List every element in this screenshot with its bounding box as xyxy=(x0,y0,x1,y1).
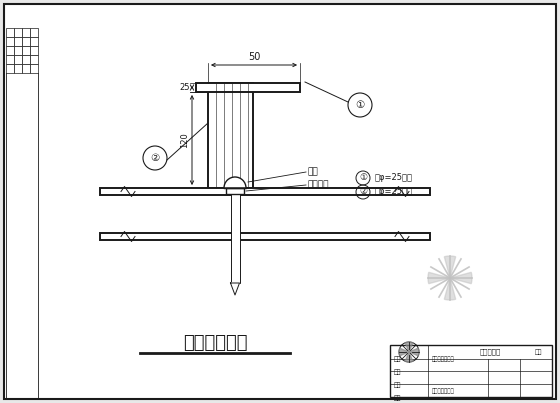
Text: 工程: 工程 xyxy=(394,356,402,362)
Bar xyxy=(100,233,430,240)
Bar xyxy=(231,188,240,283)
Text: 幕墙避雷节点图: 幕墙避雷节点图 xyxy=(432,356,455,362)
Bar xyxy=(14,46,22,55)
Bar xyxy=(14,55,22,64)
Wedge shape xyxy=(224,177,246,188)
Bar xyxy=(226,188,244,194)
Text: 25: 25 xyxy=(180,83,190,92)
Text: 铜丝: 铜丝 xyxy=(308,168,319,177)
Polygon shape xyxy=(409,348,419,356)
Text: 某幕墙工厂: 某幕墙工厂 xyxy=(479,349,501,355)
Bar xyxy=(6,46,14,55)
Text: 比例: 比例 xyxy=(394,395,402,401)
Text: 设计: 设计 xyxy=(394,369,402,375)
Bar xyxy=(390,345,552,397)
Text: 避雷针节点详图: 避雷针节点详图 xyxy=(432,388,455,394)
Text: ①: ① xyxy=(356,100,365,110)
Bar xyxy=(22,46,30,55)
Bar xyxy=(22,28,30,37)
Text: 图纸: 图纸 xyxy=(534,349,542,355)
Text: ①: ① xyxy=(359,174,367,183)
Bar xyxy=(100,188,430,195)
Bar xyxy=(30,28,38,37)
Bar xyxy=(6,64,14,73)
Bar xyxy=(208,83,253,188)
Bar xyxy=(30,46,38,55)
Bar xyxy=(196,83,300,92)
Text: 制图: 制图 xyxy=(394,382,402,388)
Bar xyxy=(30,37,38,46)
Polygon shape xyxy=(444,278,456,300)
Polygon shape xyxy=(399,348,409,356)
Polygon shape xyxy=(450,272,472,284)
Text: －φ=25钢柱: －φ=25钢柱 xyxy=(375,187,413,197)
Polygon shape xyxy=(231,283,240,295)
Text: 50: 50 xyxy=(248,52,260,62)
Bar xyxy=(22,37,30,46)
Bar xyxy=(22,55,30,64)
Polygon shape xyxy=(444,256,456,278)
Text: 120: 120 xyxy=(180,132,189,148)
Bar xyxy=(14,37,22,46)
Text: 紧固夹箍: 紧固夹箍 xyxy=(308,181,329,189)
Polygon shape xyxy=(405,342,413,352)
Bar xyxy=(30,55,38,64)
Bar xyxy=(30,64,38,73)
Bar xyxy=(6,55,14,64)
Bar xyxy=(14,64,22,73)
Polygon shape xyxy=(405,352,413,362)
Text: －φ=25钢柱: －φ=25钢柱 xyxy=(375,174,413,183)
Bar xyxy=(14,28,22,37)
Text: ②: ② xyxy=(151,153,160,163)
Text: ②: ② xyxy=(359,187,367,197)
Bar xyxy=(6,37,14,46)
Bar xyxy=(6,28,14,37)
Bar xyxy=(22,64,30,73)
Polygon shape xyxy=(428,272,450,284)
Text: 避雷针节点图: 避雷针节点图 xyxy=(183,334,248,352)
